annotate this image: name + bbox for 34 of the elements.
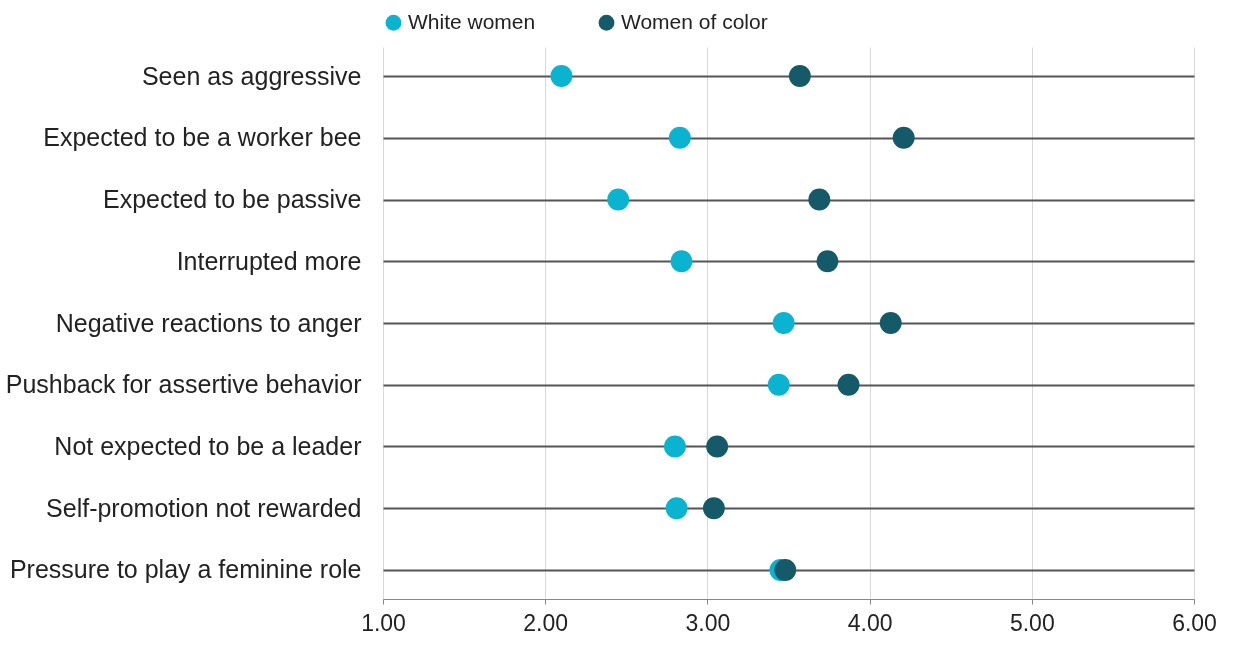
y-tick-label: Interrupted more xyxy=(176,246,362,275)
x-tick-label: 3.00 xyxy=(685,609,731,636)
point xyxy=(767,373,790,396)
point xyxy=(816,250,839,273)
legend-label: Women of color xyxy=(621,9,768,33)
point xyxy=(808,188,831,211)
point xyxy=(837,373,860,396)
y-tick-label: Expected to be passive xyxy=(103,185,362,214)
x-tick-label: 1.00 xyxy=(361,609,406,636)
x-tick-label: 2.00 xyxy=(523,609,569,636)
point xyxy=(664,435,686,458)
x-tick-label: 4.00 xyxy=(847,609,893,636)
point xyxy=(706,435,729,458)
x-tick-label: 5.00 xyxy=(1009,609,1055,636)
point xyxy=(702,497,725,520)
y-tick-label: Negative reactions to anger xyxy=(55,308,362,337)
point xyxy=(670,250,693,273)
point xyxy=(550,65,573,87)
y-tick-label: Pushback for assertive behavior xyxy=(5,370,362,399)
point xyxy=(892,126,915,149)
legend-label: White women xyxy=(408,9,536,33)
y-tick-label: Pressure to play a feminine role xyxy=(9,555,362,584)
point xyxy=(665,497,688,520)
point xyxy=(788,65,811,87)
point xyxy=(774,559,797,581)
y-tick-label: Seen as aggressive xyxy=(141,61,362,90)
y-tick-label: Expected to be a worker bee xyxy=(43,123,362,152)
point xyxy=(772,312,795,334)
x-tick-label: 6.00 xyxy=(1172,609,1217,636)
y-tick-label: Not expected to be a leader xyxy=(54,431,362,460)
point xyxy=(668,126,691,149)
point xyxy=(879,312,902,334)
point xyxy=(607,188,630,211)
y-tick-label: Self-promotion not rewarded xyxy=(46,493,362,522)
